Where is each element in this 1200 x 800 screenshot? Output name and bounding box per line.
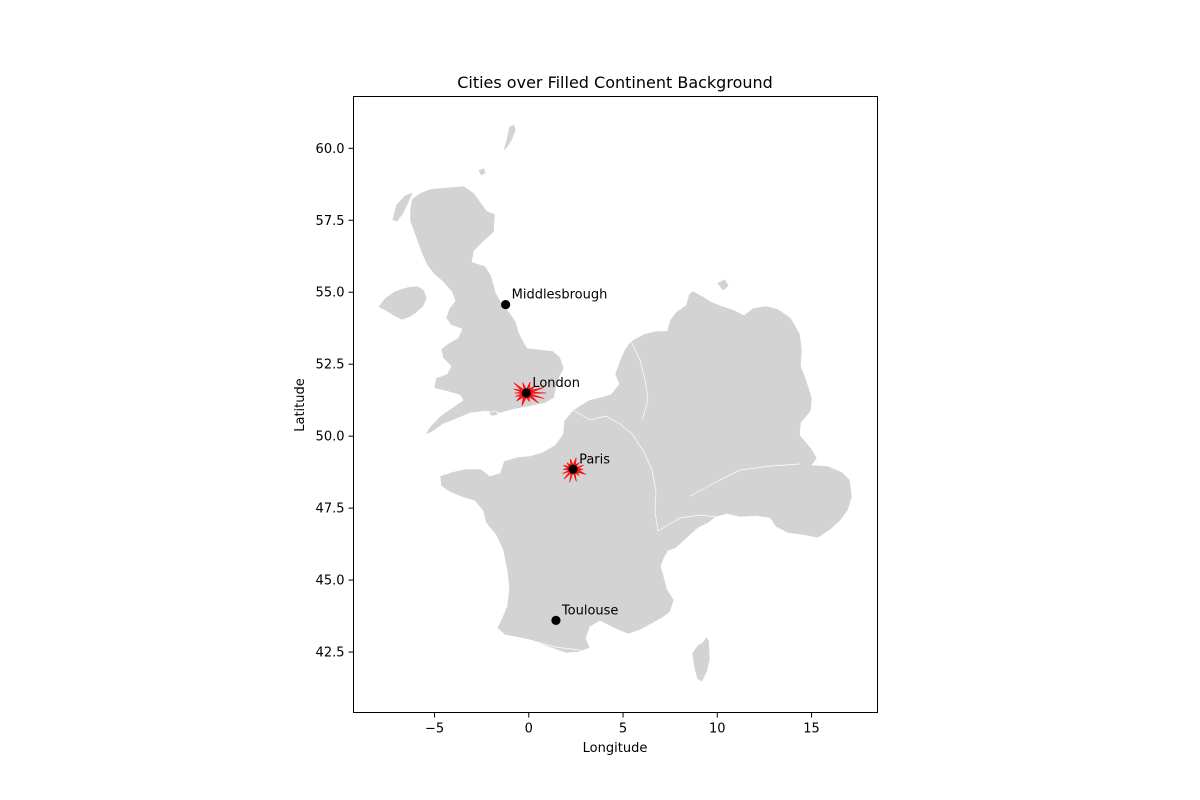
- land-orkney: [477, 167, 487, 177]
- x-axis: −5 0 5 10 15: [425, 712, 820, 737]
- land-corsica: [691, 636, 711, 683]
- city-label-london: London: [532, 376, 580, 391]
- land-isle-of-wight: [488, 410, 499, 417]
- city-labels: Middlesbrough London Paris Toulouse: [512, 288, 619, 619]
- x-tick-label: 5: [619, 722, 627, 737]
- city-marker-london[interactable]: [521, 388, 531, 398]
- y-tick-label: 52.5: [316, 358, 345, 373]
- land-denmark-islands: [716, 278, 730, 292]
- y-tick-label: 57.5: [316, 214, 345, 229]
- y-tick-label: 42.5: [316, 646, 345, 661]
- city-marker-toulouse[interactable]: [551, 615, 561, 625]
- y-axis: 42.5 45.0 47.5 50.0 52.5 55.0 57.5 60.0: [316, 142, 354, 661]
- continent-background: [377, 123, 853, 683]
- city-label-middlesbrough: Middlesbrough: [512, 288, 608, 303]
- border-france-germany: [643, 451, 659, 532]
- border-switzerland: [657, 514, 717, 532]
- city-label-paris: Paris: [579, 452, 610, 467]
- chart-title: Cities over Filled Continent Background: [457, 73, 773, 92]
- x-tick-label: −5: [425, 722, 444, 737]
- land-great-britain: [409, 185, 565, 436]
- x-tick-label: 15: [803, 722, 820, 737]
- y-tick-label: 60.0: [316, 142, 345, 157]
- border-germany-austria: [689, 463, 801, 497]
- city-marker-middlesbrough[interactable]: [501, 300, 511, 310]
- x-tick-label: 0: [525, 722, 533, 737]
- y-tick-label: 55.0: [316, 286, 345, 301]
- y-tick-label: 45.0: [316, 574, 345, 589]
- x-axis-title: Longitude: [583, 741, 648, 756]
- border-netherlands-germany: [630, 340, 649, 421]
- border-france-belgium: [572, 409, 645, 453]
- y-tick-label: 47.5: [316, 502, 345, 517]
- land-ireland: [377, 285, 428, 321]
- city-marker-paris[interactable]: [568, 464, 578, 474]
- city-markers: [501, 300, 578, 625]
- y-axis-title: Latitude: [293, 378, 308, 432]
- y-tick-label: 50.0: [316, 430, 345, 445]
- city-label-toulouse: Toulouse: [561, 603, 619, 618]
- land-shetland: [502, 123, 517, 152]
- land-hebrides: [391, 191, 414, 223]
- plot-frame: [353, 96, 878, 713]
- land-continental-europe: [439, 290, 853, 654]
- x-tick-label: 10: [709, 722, 726, 737]
- border-france-spain: [504, 634, 581, 651]
